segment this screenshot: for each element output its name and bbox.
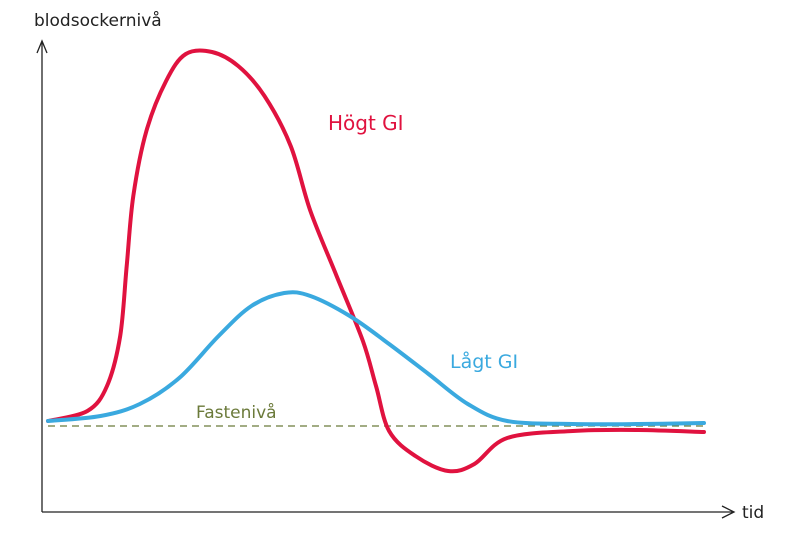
x-axis-label: tid xyxy=(742,503,764,523)
y-axis-label: blodsockernivå xyxy=(34,10,162,31)
y-axis-arrow xyxy=(36,39,48,54)
series-line-low-gi xyxy=(46,290,706,427)
series-label-low-gi: Lågt GI xyxy=(450,350,518,373)
fasting-level-label: Fastenivå xyxy=(196,402,277,423)
x-axis-arrow xyxy=(721,505,736,519)
y-axis xyxy=(36,39,48,512)
x-axis xyxy=(42,505,736,519)
series-line-high-gi xyxy=(46,48,706,474)
series-label-high-gi: Högt GI xyxy=(328,111,404,135)
